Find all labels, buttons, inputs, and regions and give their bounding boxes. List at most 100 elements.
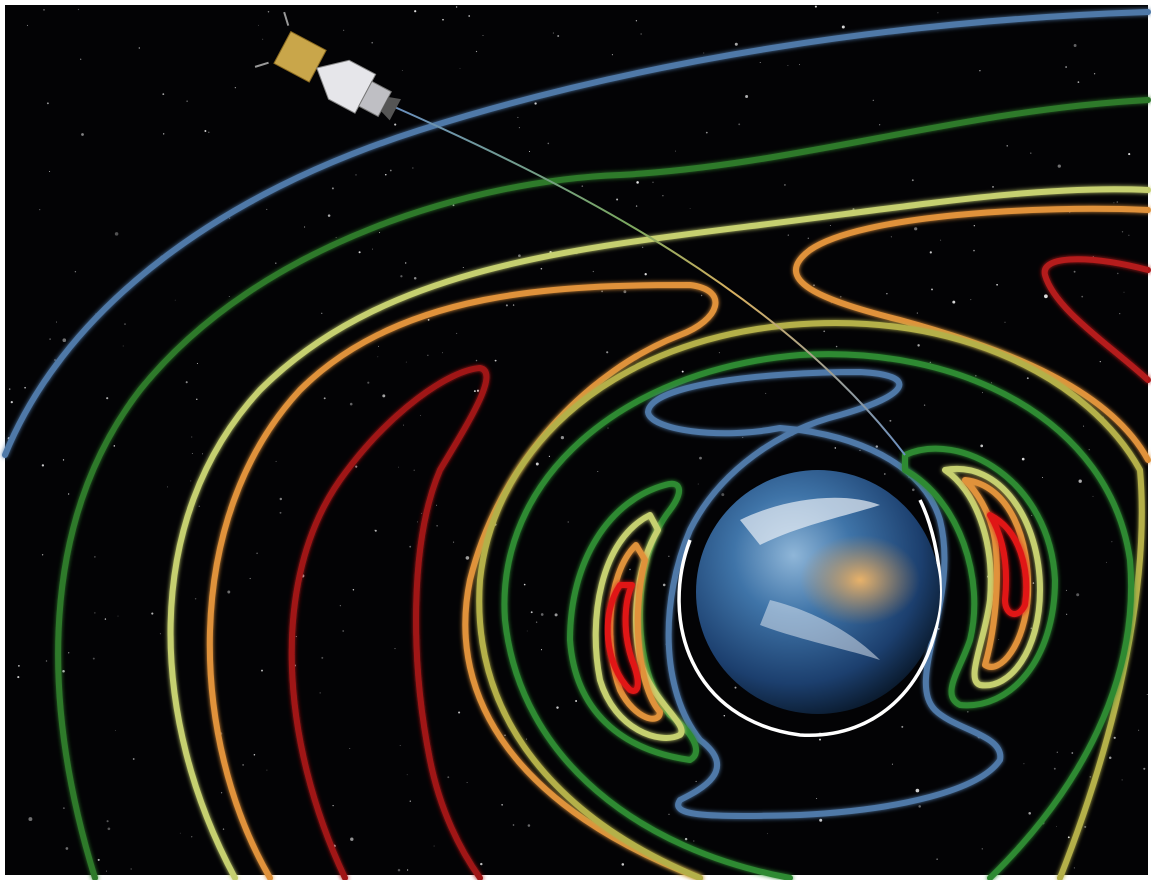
star bbox=[1143, 767, 1146, 770]
space-background bbox=[5, 5, 1148, 875]
star bbox=[1055, 826, 1057, 827]
star bbox=[379, 232, 381, 234]
star bbox=[1073, 270, 1076, 273]
star bbox=[990, 382, 992, 384]
star bbox=[1030, 627, 1033, 630]
star bbox=[597, 471, 599, 472]
belt-orange-left bbox=[206, 282, 719, 880]
star bbox=[635, 205, 638, 207]
star bbox=[1057, 164, 1061, 168]
star bbox=[734, 686, 737, 689]
star bbox=[1078, 479, 1082, 483]
star bbox=[611, 54, 613, 56]
star bbox=[1030, 152, 1032, 154]
star bbox=[321, 656, 324, 659]
belt-green-left bbox=[567, 480, 699, 763]
star bbox=[62, 459, 65, 461]
star bbox=[202, 453, 203, 455]
star bbox=[349, 748, 351, 749]
star bbox=[1032, 582, 1035, 584]
star bbox=[718, 352, 720, 354]
star bbox=[540, 613, 544, 616]
service-module bbox=[358, 80, 392, 118]
star bbox=[65, 847, 69, 850]
star bbox=[1021, 457, 1025, 461]
belt-green-ring bbox=[501, 351, 1134, 880]
belt-orange-right bbox=[793, 205, 1151, 463]
star bbox=[185, 381, 188, 384]
star bbox=[377, 345, 379, 347]
star bbox=[1084, 825, 1087, 828]
star bbox=[124, 323, 126, 325]
star bbox=[814, 5, 817, 8]
star bbox=[400, 275, 403, 278]
star bbox=[931, 288, 933, 291]
spacecraft bbox=[254, 11, 401, 121]
star bbox=[458, 711, 461, 714]
star bbox=[621, 863, 625, 866]
star bbox=[442, 18, 444, 21]
star bbox=[662, 195, 664, 197]
star bbox=[122, 345, 124, 347]
star bbox=[480, 862, 483, 866]
star bbox=[528, 150, 531, 153]
star bbox=[447, 776, 450, 779]
star bbox=[567, 521, 569, 523]
star bbox=[1128, 234, 1130, 236]
star bbox=[262, 38, 264, 40]
star bbox=[10, 400, 13, 404]
star bbox=[552, 32, 554, 34]
star bbox=[642, 246, 644, 248]
star bbox=[1083, 425, 1085, 427]
star bbox=[222, 828, 225, 830]
orbit-arc bbox=[677, 499, 942, 737]
belt-red-left-inner bbox=[604, 582, 641, 694]
star bbox=[208, 131, 210, 134]
star bbox=[162, 93, 165, 96]
star bbox=[886, 293, 888, 295]
star bbox=[505, 304, 508, 307]
star bbox=[45, 660, 48, 662]
star bbox=[227, 590, 231, 594]
star bbox=[738, 123, 741, 126]
star bbox=[592, 270, 594, 273]
star bbox=[1077, 81, 1080, 83]
star bbox=[742, 437, 744, 439]
star bbox=[819, 818, 823, 822]
star bbox=[433, 845, 435, 847]
star bbox=[681, 370, 684, 373]
star bbox=[723, 714, 726, 717]
star bbox=[74, 271, 77, 273]
star bbox=[367, 381, 370, 384]
star bbox=[652, 181, 654, 184]
belt-red-right-inner bbox=[987, 512, 1030, 617]
star bbox=[557, 35, 560, 37]
star bbox=[397, 868, 401, 872]
star bbox=[204, 130, 207, 132]
star bbox=[409, 800, 411, 802]
star bbox=[475, 50, 478, 53]
star bbox=[783, 183, 786, 186]
lunar-module bbox=[273, 30, 327, 83]
star bbox=[518, 254, 521, 258]
star bbox=[80, 58, 82, 60]
star bbox=[635, 20, 638, 22]
star bbox=[81, 133, 84, 136]
star bbox=[194, 598, 197, 600]
star bbox=[179, 832, 181, 834]
star bbox=[414, 10, 417, 13]
star bbox=[385, 173, 387, 176]
star bbox=[482, 35, 484, 36]
star bbox=[526, 738, 527, 740]
star bbox=[767, 833, 768, 835]
star bbox=[46, 102, 49, 105]
clouds-south bbox=[760, 600, 880, 660]
lander-leg bbox=[254, 61, 269, 68]
star bbox=[62, 807, 65, 810]
star bbox=[28, 817, 33, 822]
star bbox=[636, 181, 639, 184]
star bbox=[412, 167, 414, 169]
star bbox=[321, 312, 323, 314]
star bbox=[371, 41, 374, 44]
